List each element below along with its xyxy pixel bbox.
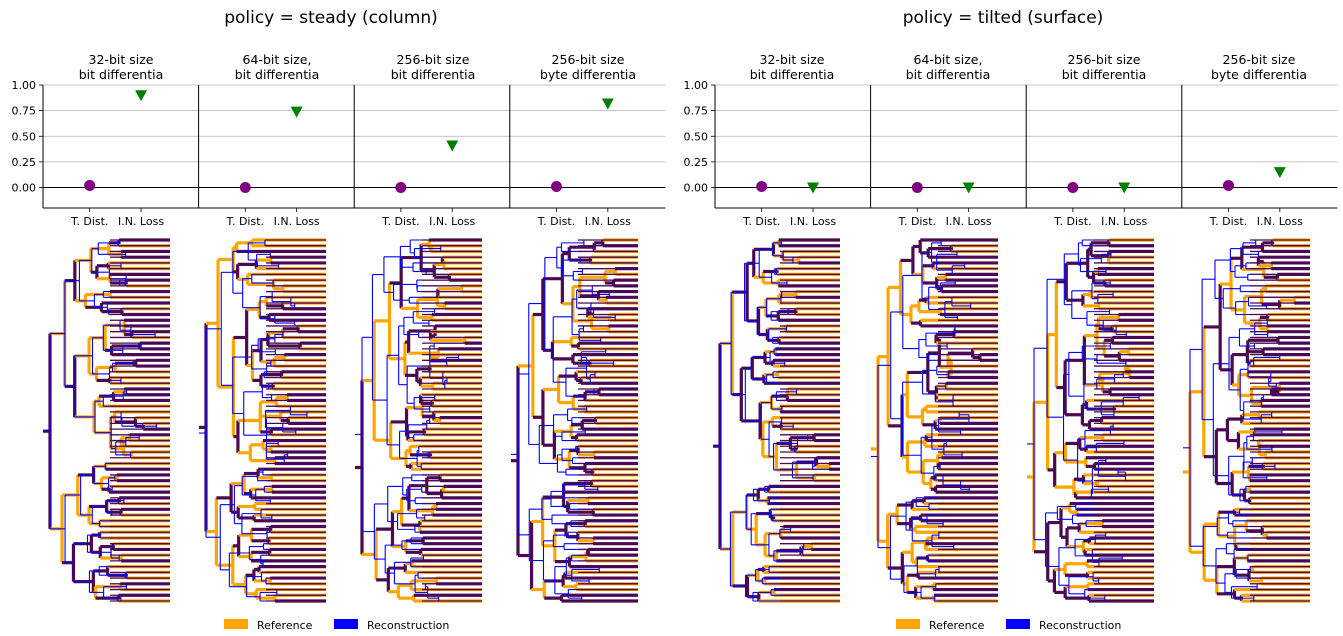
phylogeny-tree	[199, 238, 326, 603]
point-in-loss	[1273, 167, 1286, 179]
legend-label-reconstruction: Reconstruction	[367, 619, 449, 632]
legend-label-reconstruction: Reconstruction	[1039, 619, 1121, 632]
x-tick-label: T. Dist.	[381, 215, 419, 228]
scatter-panel: T. Dist. I.N. Loss	[198, 84, 355, 228]
panel-title-line1: 64-bit size,	[243, 52, 312, 67]
legend-label-reference: Reference	[257, 619, 313, 632]
phylogeny-tree	[713, 238, 840, 603]
phylogeny-tree	[1183, 238, 1310, 603]
scatter-panel: T. Dist. I.N. Loss	[1025, 84, 1182, 228]
x-tick-label: I.N. Loss	[274, 215, 320, 228]
panel-title-line1: 256-bit size	[552, 52, 625, 67]
point-t-dist	[239, 182, 251, 193]
x-tick-label: I.N. Loss	[790, 215, 836, 228]
y-tick-label: 0.50	[684, 130, 709, 143]
panel-title-line1: 256-bit size	[1068, 52, 1141, 67]
y-tick-label: 0.50	[12, 130, 37, 143]
phylogeny-tree	[871, 238, 998, 603]
x-tick-label: T. Dist.	[898, 215, 936, 228]
x-tick-label: I.N. Loss	[946, 215, 992, 228]
phylogeny-tree	[43, 238, 170, 603]
point-t-dist	[395, 182, 407, 193]
y-tick-label: 0.25	[684, 156, 709, 169]
point-t-dist	[84, 179, 96, 191]
y-tick-label: 0.00	[684, 182, 709, 195]
scatter-panel: 0.00 0.25 0.50 0.75 1.00 T. Dist. I.N. Loss	[684, 79, 871, 228]
point-t-dist	[1067, 182, 1079, 193]
point-in-loss	[1118, 182, 1131, 194]
phylogeny-tree	[355, 238, 482, 603]
panel-title-line2: bit differentia	[235, 67, 320, 82]
point-t-dist	[1222, 179, 1234, 191]
panel-title-line1: 256-bit size	[1223, 52, 1296, 67]
phylogeny-tree	[1027, 238, 1154, 603]
point-in-loss	[807, 182, 820, 194]
x-tick-label: I.N. Loss	[1257, 215, 1303, 228]
group-title-tilted: policy = tilted (surface)	[903, 8, 1104, 28]
phylogeny-tree	[511, 238, 638, 603]
point-in-loss	[962, 182, 975, 194]
point-in-loss	[290, 106, 303, 118]
scatter-panels: 0.000.250.500.751.00T. Dist. I.N. Loss T. …	[12, 79, 1338, 228]
x-tick-label: I.N. Loss	[585, 215, 631, 228]
panel-title-line1: 64-bit size,	[914, 52, 983, 67]
panel-title-line2: bit differentia	[906, 67, 991, 82]
legend-swatch-reconstruction	[1006, 619, 1030, 629]
y-tick-label: 1.00	[12, 79, 37, 92]
y-tick-label: 0.25	[12, 156, 37, 169]
panel-title-line1: 32-bit size	[89, 52, 154, 67]
y-tick-label: 0.00	[12, 182, 37, 195]
legend: Reference Reconstruction Reference Recon…	[224, 619, 1121, 632]
y-tick-label: 0.75	[12, 105, 37, 118]
x-tick-label: I.N. Loss	[1101, 215, 1147, 228]
x-tick-label: T. Dist.	[226, 215, 264, 228]
scatter-panel: T. Dist. I.N. Loss	[1181, 84, 1338, 228]
panel-title-line2: bit differentia	[750, 67, 835, 82]
scatter-panel: T. Dist. I.N. Loss	[353, 84, 510, 228]
panel-title-line2: bit differentia	[79, 67, 164, 82]
x-tick-label: T. Dist.	[742, 215, 780, 228]
x-tick-label: T. Dist.	[1053, 215, 1091, 228]
panel-titles: 32-bit size bit differentia 64-bit size,…	[79, 52, 1307, 82]
x-tick-label: T. Dist.	[537, 215, 575, 228]
x-tick-label: T. Dist.	[1209, 215, 1247, 228]
point-t-dist	[756, 180, 768, 192]
x-tick-label: T. Dist.	[70, 215, 108, 228]
group-title-steady: policy = steady (column)	[224, 8, 438, 28]
point-in-loss	[601, 98, 614, 110]
legend-swatch-reference	[224, 619, 248, 629]
panel-title-line2: byte differentia	[1211, 67, 1307, 82]
point-in-loss	[446, 140, 459, 152]
legend-label-reference: Reference	[929, 619, 985, 632]
panel-title-line2: bit differentia	[391, 67, 476, 82]
scatter-panel: 0.00 0.25 0.50 0.75 1.00 T. Dist. I.N. Loss	[12, 79, 199, 228]
point-t-dist	[911, 182, 923, 193]
phylogeny-trees	[43, 238, 1310, 603]
panel-title-line2: bit differentia	[1062, 67, 1147, 82]
y-tick-label: 0.75	[684, 105, 709, 118]
scatter-panel: T. Dist. I.N. Loss	[509, 84, 666, 228]
legend-swatch-reference	[896, 619, 920, 629]
legend-swatch-reconstruction	[334, 619, 358, 629]
x-tick-label: I.N. Loss	[429, 215, 475, 228]
panel-title-line2: byte differentia	[540, 67, 636, 82]
panel-title-line1: 32-bit size	[760, 52, 825, 67]
panel-title-line1: 256-bit size	[397, 52, 470, 67]
point-in-loss	[135, 90, 148, 102]
y-tick-label: 1.00	[684, 79, 709, 92]
point-t-dist	[550, 180, 562, 192]
x-tick-label: I.N. Loss	[118, 215, 164, 228]
scatter-panel: T. Dist. I.N. Loss	[870, 84, 1027, 228]
